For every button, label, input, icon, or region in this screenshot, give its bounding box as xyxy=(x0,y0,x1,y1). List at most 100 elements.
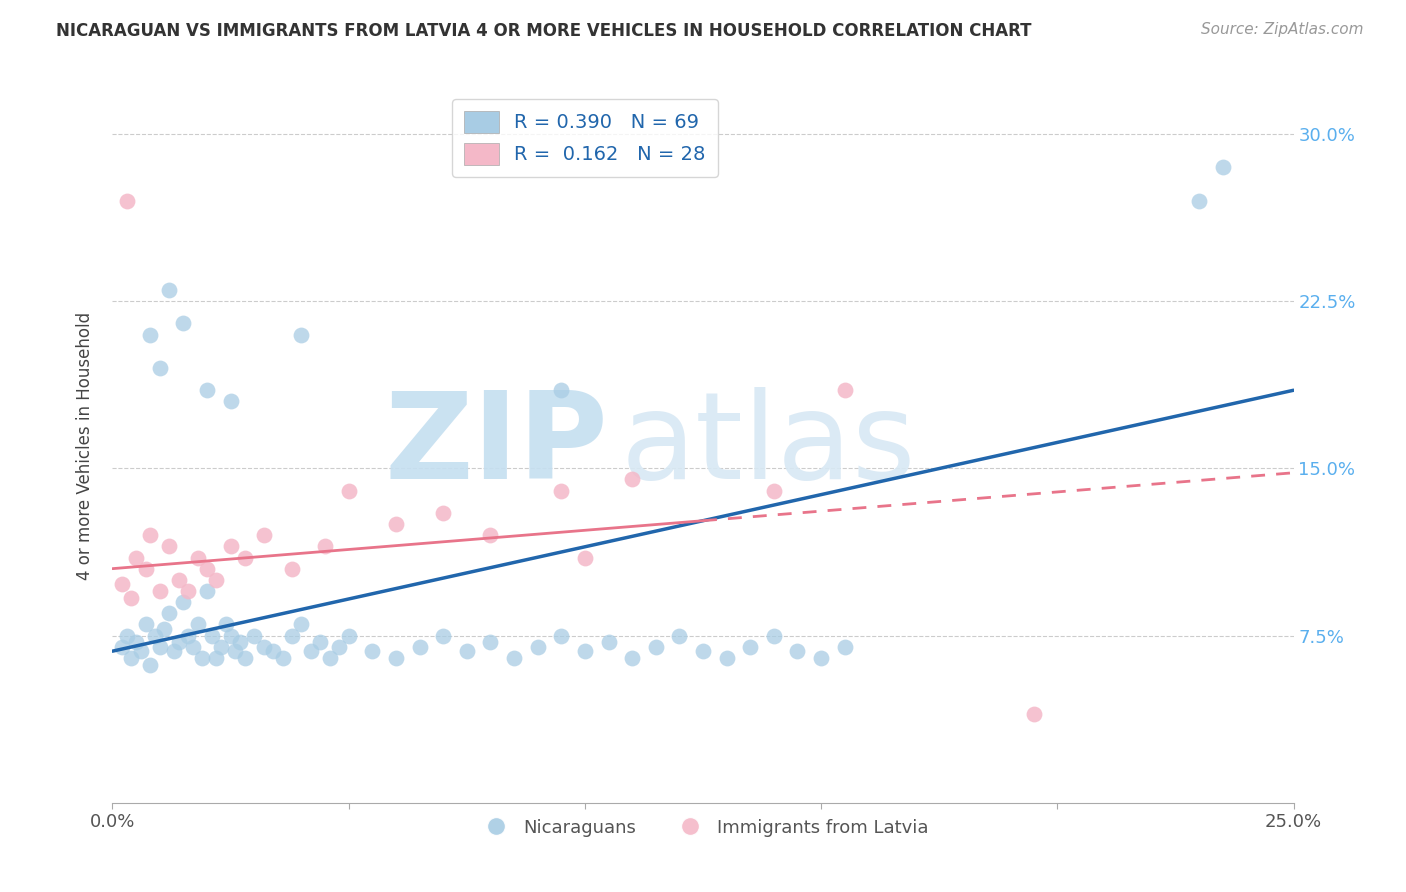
Point xyxy=(243,628,266,642)
Point xyxy=(762,483,785,498)
Point xyxy=(205,651,228,665)
Point xyxy=(290,327,312,342)
Point xyxy=(740,640,762,654)
Point xyxy=(644,640,666,654)
Point xyxy=(167,573,190,587)
Point xyxy=(281,628,304,642)
Point xyxy=(786,644,808,658)
Point xyxy=(215,617,238,632)
Point xyxy=(253,528,276,542)
Point xyxy=(177,628,200,642)
Point xyxy=(550,483,572,498)
Point xyxy=(385,651,408,665)
Y-axis label: 4 or more Vehicles in Household: 4 or more Vehicles in Household xyxy=(76,312,94,580)
Point xyxy=(149,583,172,598)
Point xyxy=(219,394,242,409)
Point xyxy=(456,644,478,658)
Point xyxy=(163,644,186,658)
Point xyxy=(115,194,138,208)
Point xyxy=(153,622,176,636)
Point xyxy=(550,628,572,642)
Point xyxy=(337,628,360,642)
Text: Source: ZipAtlas.com: Source: ZipAtlas.com xyxy=(1201,22,1364,37)
Point xyxy=(319,651,342,665)
Point xyxy=(157,539,180,553)
Point xyxy=(219,539,242,553)
Point xyxy=(432,628,454,642)
Point xyxy=(111,577,134,591)
Point xyxy=(1022,706,1045,721)
Legend: Nicaraguans, Immigrants from Latvia: Nicaraguans, Immigrants from Latvia xyxy=(471,812,935,844)
Point xyxy=(201,628,224,642)
Point xyxy=(172,316,194,330)
Point xyxy=(181,640,204,654)
Point xyxy=(432,506,454,520)
Point xyxy=(337,483,360,498)
Point xyxy=(135,562,157,576)
Point xyxy=(125,550,148,565)
Point xyxy=(120,651,142,665)
Point xyxy=(177,583,200,598)
Point xyxy=(1212,161,1234,175)
Point xyxy=(361,644,384,658)
Point xyxy=(167,635,190,649)
Point xyxy=(139,528,162,542)
Point xyxy=(149,640,172,654)
Point xyxy=(328,640,350,654)
Point xyxy=(115,628,138,642)
Point xyxy=(229,635,252,649)
Point xyxy=(209,640,232,654)
Point xyxy=(299,644,322,658)
Point xyxy=(834,640,856,654)
Point xyxy=(135,617,157,632)
Point xyxy=(224,644,246,658)
Point xyxy=(143,628,166,642)
Point xyxy=(195,562,218,576)
Point xyxy=(834,384,856,398)
Point xyxy=(668,628,690,642)
Point xyxy=(111,640,134,654)
Point xyxy=(186,550,208,565)
Point xyxy=(598,635,620,649)
Point xyxy=(408,640,430,654)
Point xyxy=(479,635,502,649)
Point xyxy=(253,640,276,654)
Text: atlas: atlas xyxy=(620,387,915,505)
Point xyxy=(574,644,596,658)
Point xyxy=(139,327,162,342)
Point xyxy=(129,644,152,658)
Point xyxy=(172,595,194,609)
Point xyxy=(271,651,294,665)
Point xyxy=(205,573,228,587)
Point xyxy=(621,473,644,487)
Point xyxy=(233,651,256,665)
Point xyxy=(157,283,180,297)
Point xyxy=(219,628,242,642)
Point xyxy=(195,384,218,398)
Point xyxy=(125,635,148,649)
Point xyxy=(762,628,785,642)
Point xyxy=(314,539,336,553)
Point xyxy=(195,583,218,598)
Point xyxy=(191,651,214,665)
Point xyxy=(262,644,284,658)
Point xyxy=(574,550,596,565)
Text: ZIP: ZIP xyxy=(385,387,609,505)
Point xyxy=(526,640,548,654)
Point xyxy=(1188,194,1211,208)
Point xyxy=(139,657,162,672)
Point xyxy=(157,607,180,621)
Point xyxy=(233,550,256,565)
Point xyxy=(309,635,332,649)
Point xyxy=(385,516,408,531)
Point xyxy=(621,651,644,665)
Point xyxy=(186,617,208,632)
Text: NICARAGUAN VS IMMIGRANTS FROM LATVIA 4 OR MORE VEHICLES IN HOUSEHOLD CORRELATION: NICARAGUAN VS IMMIGRANTS FROM LATVIA 4 O… xyxy=(56,22,1032,40)
Point xyxy=(810,651,832,665)
Point xyxy=(290,617,312,632)
Point xyxy=(281,562,304,576)
Point xyxy=(716,651,738,665)
Point xyxy=(550,384,572,398)
Point xyxy=(692,644,714,658)
Point xyxy=(503,651,526,665)
